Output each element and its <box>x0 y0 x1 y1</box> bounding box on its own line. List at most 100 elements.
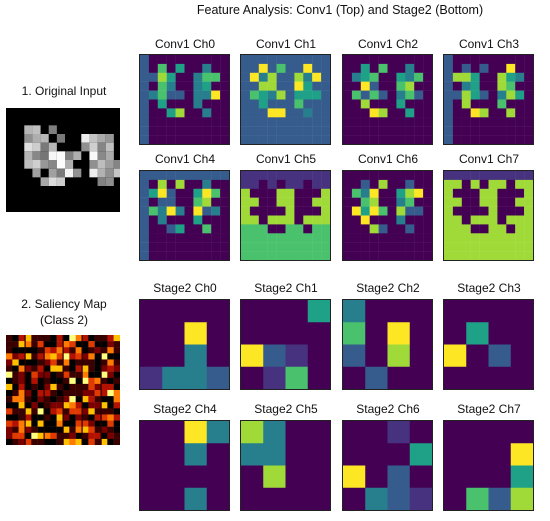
heatmap-cell <box>175 99 185 109</box>
heatmap-cell <box>220 63 229 73</box>
heatmap-cell <box>258 63 268 73</box>
heatmap-cell <box>414 179 424 189</box>
heatmap-cell <box>193 135 203 144</box>
saliency-cell <box>31 408 38 415</box>
heatmap-cell <box>249 55 259 65</box>
heatmap-cell <box>414 126 424 136</box>
saliency-cell <box>31 341 38 348</box>
saliency-cell <box>82 414 89 421</box>
saliency-cell <box>75 347 83 354</box>
saliency-cell <box>63 402 70 409</box>
heatmap-cell <box>444 322 467 345</box>
heatmap-cell <box>220 224 229 234</box>
heatmap-cell <box>414 188 424 198</box>
heatmap-cell <box>488 135 498 144</box>
heatmap-cell <box>470 188 480 198</box>
heatmap-cell <box>497 179 507 189</box>
heatmap-cell <box>444 215 454 225</box>
heatmap-cell <box>387 90 397 100</box>
heatmap-cell <box>241 90 251 100</box>
original-pixel <box>24 151 33 160</box>
heatmap-cell <box>258 188 268 198</box>
heatmap-cell <box>241 206 251 216</box>
heatmap-cell <box>360 188 370 198</box>
saliency-cell <box>25 420 32 427</box>
heatmap-cell <box>258 215 268 225</box>
heatmap-cell <box>414 251 424 260</box>
heatmap-cell <box>343 242 353 252</box>
saliency-cell <box>25 414 32 421</box>
heatmap-cell <box>285 300 309 323</box>
heatmap-cell <box>396 197 406 207</box>
heatmap-cell <box>444 117 454 127</box>
heatmap-cell <box>312 188 322 198</box>
heatmap-cell <box>452 233 462 243</box>
heatmap-cell <box>444 99 454 109</box>
heatmap-cell <box>423 233 432 243</box>
heatmap-cell <box>294 197 304 207</box>
saliency-cell <box>31 335 38 342</box>
saliency-cell <box>94 377 102 385</box>
heatmap-cell <box>360 126 370 136</box>
saliency-cell <box>82 383 89 391</box>
heatmap-cell <box>524 233 533 243</box>
original-input-image <box>6 108 120 212</box>
heatmap-cell <box>387 117 397 127</box>
heatmap-cell <box>193 224 203 234</box>
saliency-cell <box>107 359 114 366</box>
heatmap-cell <box>396 72 406 82</box>
heatmap-cell <box>206 322 229 345</box>
heatmap-cell <box>184 366 208 389</box>
heatmap-cell <box>184 99 194 109</box>
heatmap-cell <box>140 179 150 189</box>
heatmap-cell <box>312 55 322 65</box>
heatmap-cell <box>241 233 251 243</box>
heatmap-cell <box>258 126 268 136</box>
heatmap-cell <box>249 126 259 136</box>
saliency-cell <box>37 438 45 445</box>
heatmap-cell <box>479 81 489 91</box>
heatmap-cell <box>211 224 221 234</box>
saliency-cell <box>6 341 13 348</box>
saliency-cell <box>63 371 70 378</box>
heatmap-cell <box>249 242 259 252</box>
heatmap-cell <box>267 242 277 252</box>
heatmap-cell <box>515 171 525 181</box>
heatmap-cell <box>276 55 286 65</box>
heatmap-cell <box>405 215 415 225</box>
heatmap-cell <box>444 135 454 144</box>
saliency-cell <box>107 402 114 409</box>
heatmap-cell <box>343 322 366 345</box>
heatmap-cell <box>175 206 185 216</box>
heatmap-cell <box>444 55 454 65</box>
heatmap-cell <box>285 224 295 234</box>
saliency-cell <box>82 420 89 427</box>
heatmap-cell <box>510 465 533 489</box>
heatmap-cell <box>241 179 251 189</box>
heatmap-cell <box>312 99 322 109</box>
heatmap-cell <box>497 126 507 136</box>
saliency-cell <box>101 420 108 427</box>
saliency-cell <box>75 359 83 366</box>
heatmap-cell <box>321 215 330 225</box>
heatmap-cell <box>452 108 462 118</box>
heatmap-cell <box>497 72 507 82</box>
heatmap-cell <box>414 72 424 82</box>
heatmap-cell <box>470 108 480 118</box>
saliency-cell <box>56 359 64 366</box>
heatmap-cell <box>157 117 167 127</box>
heatmap-cell <box>479 135 489 144</box>
saliency-cell <box>37 353 45 360</box>
saliency-cell <box>101 365 108 372</box>
heatmap-cell <box>220 171 229 181</box>
heatmap-cell <box>497 81 507 91</box>
heatmap-cell <box>524 55 533 65</box>
original-pixel <box>32 151 41 160</box>
heatmap-cell <box>193 206 203 216</box>
heatmap-cell <box>162 465 185 489</box>
saliency-cell <box>94 365 102 372</box>
heatmap-cell <box>360 90 370 100</box>
saliency-cell <box>37 377 45 385</box>
heatmap-cell <box>249 179 259 189</box>
heatmap-cell <box>378 63 388 73</box>
